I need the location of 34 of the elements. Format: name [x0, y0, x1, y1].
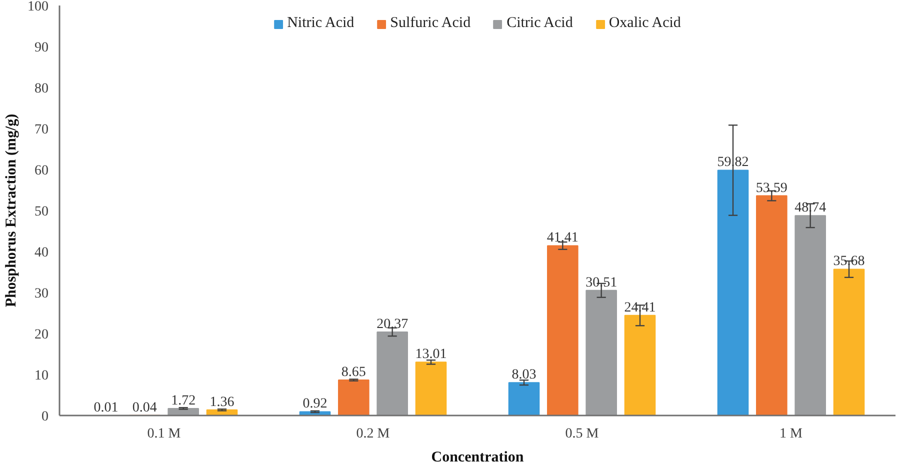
data-label: 0.92	[302, 396, 328, 412]
data-label: 53.59	[756, 180, 788, 196]
y-tick-label: 100	[28, 0, 48, 14]
y-tick-label: 80	[34, 82, 48, 96]
data-label: 13.01	[415, 347, 447, 362]
legend-label: Sulfuric Acid	[390, 15, 471, 32]
y-tick-label: 30	[34, 286, 48, 302]
y-tick-label: 60	[34, 164, 48, 178]
legend-label: Oxalic Acid	[608, 15, 681, 32]
data-label: 1.72	[171, 393, 196, 408]
y-tick-label: 90	[34, 40, 48, 56]
data-label: 1.36	[210, 394, 234, 410]
x-tick-label: 1 M	[780, 426, 804, 442]
data-label: 8.65	[341, 365, 366, 380]
y-tick-label: 70	[34, 122, 48, 138]
y-tick-label: 0	[42, 410, 48, 424]
data-label: 8.03	[512, 368, 536, 383]
y-tick-label: 40	[34, 246, 48, 260]
legend-label: Citric Acid	[506, 15, 573, 32]
data-label: 0.04	[132, 400, 157, 416]
y-tick-label: 10	[34, 368, 48, 384]
data-label: 35.68	[833, 254, 865, 270]
y-tick-label: 50	[34, 204, 48, 220]
data-label: 30.51	[586, 275, 618, 290]
y-axis-title: Phosphorus Extraction (mg/g)	[4, 114, 20, 308]
data-label: 41.41	[546, 230, 578, 246]
x-tick-label: 0.1 M	[147, 426, 182, 442]
x-axis-title: Concentration	[431, 450, 524, 466]
data-label: 20.37	[376, 316, 408, 332]
x-tick-label: 0.2 M	[356, 426, 390, 442]
y-tick-label: 20	[34, 328, 48, 342]
data-label: 0.01	[94, 400, 118, 416]
legend-label: Nitric Acid	[287, 15, 354, 32]
x-tick-label: 0.5 M	[565, 426, 600, 442]
